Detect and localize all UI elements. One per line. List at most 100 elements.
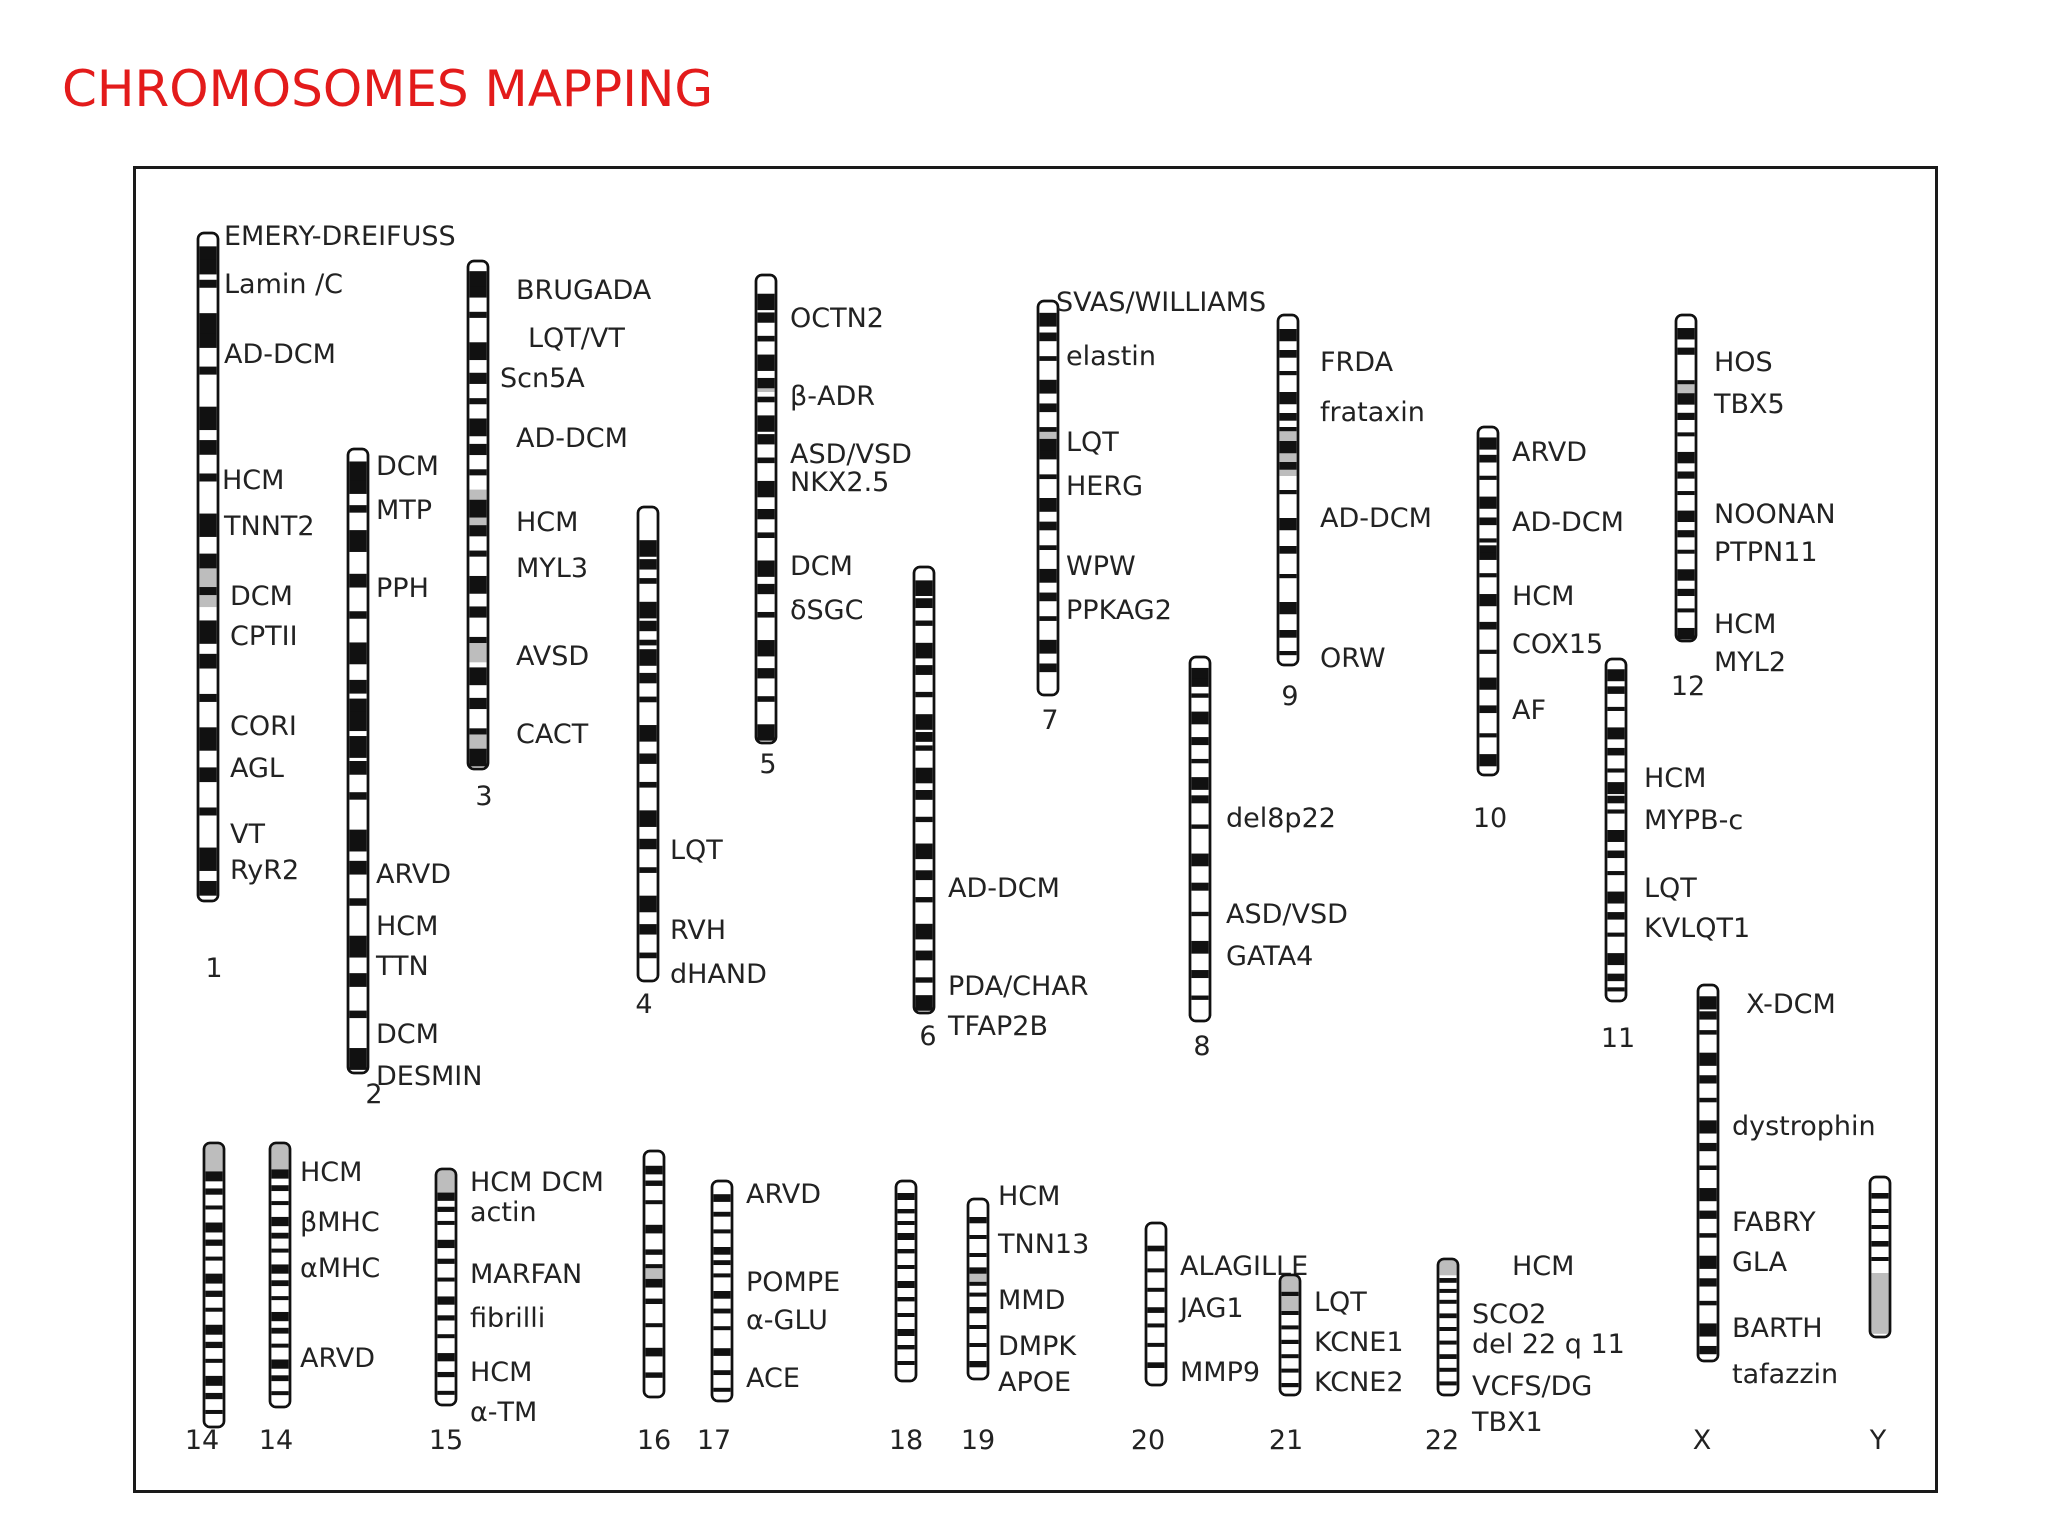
chromosome-22-band [1439, 1313, 1457, 1319]
chromosome-11-band [1607, 850, 1625, 859]
chromosome-19-label: MMD [998, 1285, 1065, 1316]
chromosome-9-band [1279, 546, 1297, 554]
chromosome-1-label: CORI [230, 711, 297, 742]
chromosome-5-label: DCM [790, 551, 853, 582]
chromosome-5-band [757, 532, 775, 539]
chromosome-2-outline [346, 447, 370, 1075]
chromosome-10-band [1479, 552, 1497, 560]
chromosome-9-label: FRDA [1320, 347, 1394, 378]
chromosome-18-band [897, 1297, 915, 1302]
chromosome-16-band [645, 1347, 663, 1357]
chromosome-12-label: MYL2 [1714, 647, 1786, 678]
chromosome-15-gray-region [437, 1169, 455, 1198]
chromosome-6-number: 6 [919, 1021, 936, 1052]
chromosome-1-label: TNNT2 [223, 511, 315, 542]
chromosome-3-number: 3 [475, 781, 492, 812]
chromosome-7-label: HERG [1066, 471, 1143, 502]
chromosome-2-band [349, 1010, 367, 1019]
chromosome-17-band [713, 1348, 731, 1356]
chromosome-21-band [1281, 1291, 1299, 1296]
chromosome-3-band [469, 575, 487, 594]
chromosome-21-label: KCNE1 [1314, 1327, 1404, 1358]
chromosome-20-band [1147, 1362, 1165, 1368]
chromosome-10-band [1479, 621, 1497, 630]
chromosome-7-label: PPKAG2 [1066, 595, 1172, 626]
chromosome-14b-label: αMHC [300, 1253, 380, 1284]
chromosome-19-band [969, 1281, 987, 1286]
chromosome-3-band [469, 271, 487, 289]
chromosome-map: 1 EMERY-DREIFUSS Lamin /C AD-DCM HCM TNNT2 DCM… [185, 221, 1892, 1456]
chromosome-7-band [1039, 332, 1057, 342]
chromosome-5-label: δSGC [790, 595, 863, 626]
chromosome-x-band [1699, 1011, 1717, 1020]
chromosome-1-band [199, 259, 217, 275]
chromosome-2-band [349, 573, 367, 588]
chromosome-3-band [469, 748, 487, 767]
chromosome-22-band [1439, 1340, 1457, 1345]
chromosome-1-number: 1 [205, 953, 222, 984]
chromosome-x-band [1699, 1278, 1717, 1287]
chromosome-18-number: 18 [889, 1425, 923, 1456]
chromosome-8-band [1191, 995, 1209, 1000]
chromosome-12-outline [1674, 313, 1698, 643]
chromosome-15-band [437, 1371, 455, 1378]
chromosome-10-outline [1476, 425, 1500, 777]
chromosome-5-band [757, 668, 775, 679]
chromosome-19-label: APOE [998, 1367, 1071, 1398]
chromosome-2-band [349, 935, 367, 958]
chromosome-12-number: 12 [1671, 671, 1705, 702]
page-title: CHROMOSOMES MAPPING [62, 60, 714, 118]
chromosome-2-band [349, 505, 367, 513]
chromosome-1-band [199, 587, 217, 596]
chromosome-3-label: BRUGADA [516, 275, 652, 306]
chromosome-1-band [199, 406, 217, 431]
chromosome-2-band [349, 461, 367, 484]
chromosome-1-label: VT [230, 819, 265, 850]
chromosome-1-band [199, 693, 217, 702]
chromosome-3-band [469, 525, 487, 537]
chromosome-16-band [645, 1224, 663, 1234]
chromosome-18-band [897, 1209, 915, 1214]
chromosome-5-label: ASD/VSD [790, 439, 912, 470]
chromosome-11-band [1607, 932, 1625, 937]
chromosome-11-band [1607, 871, 1625, 876]
chromosome-19-body [966, 1197, 990, 1381]
chromosome-3-label: Scn5A [500, 363, 585, 394]
chromosome-1-label: AD-DCM [224, 339, 336, 370]
chromosome-14b-band [271, 1296, 289, 1301]
chromosome-17-band [713, 1387, 731, 1392]
chromosome-17-band [713, 1229, 731, 1234]
chromosome-3-band [469, 311, 487, 318]
chromosome-7-outline [1036, 299, 1060, 697]
chromosome-7-band [1039, 616, 1057, 621]
chromosome-19-band [969, 1235, 987, 1239]
chromosome-16-band [645, 1323, 663, 1328]
chromosome-7-band [1039, 450, 1057, 460]
chromosome-6-band [915, 790, 933, 800]
chromosome-1-label: EMERY-DREIFUSS [224, 221, 456, 252]
chromosome-19-outline [966, 1197, 990, 1381]
chromosome-17-outline [710, 1179, 734, 1403]
chromosome-7-label: elastin [1066, 341, 1156, 372]
chromosome-15-band [437, 1315, 455, 1321]
chromosome-4-band [639, 620, 657, 632]
chromosome-17-label: POMPE [746, 1267, 840, 1298]
chromosome-7-band [1039, 521, 1057, 531]
chromosome-18-band [897, 1265, 915, 1269]
chromosome-1-label: Lamin /C [224, 269, 343, 300]
chromosome-5-label: β-ADR [790, 381, 875, 412]
chromosome-11-label: HCM [1644, 763, 1706, 794]
chromosome-11-outline [1604, 657, 1628, 1003]
chromosome-14a-gray-region [205, 1143, 223, 1172]
chromosome-14b-band [271, 1311, 289, 1322]
chromosome-8-band [1191, 737, 1209, 746]
chromosome-1-label: HCM [222, 465, 284, 496]
chromosome-8-band [1191, 824, 1209, 829]
chromosome-8-band [1191, 911, 1209, 917]
chromosome-10-label: COX15 [1512, 629, 1603, 660]
chromosome-15-label: α-TM [470, 1397, 537, 1428]
chromosome-8-band [1191, 795, 1209, 804]
chromosome-12-label: TBX5 [1713, 389, 1785, 420]
chromosome-20-band [1147, 1342, 1165, 1347]
chromosome-15-body [434, 1167, 458, 1407]
